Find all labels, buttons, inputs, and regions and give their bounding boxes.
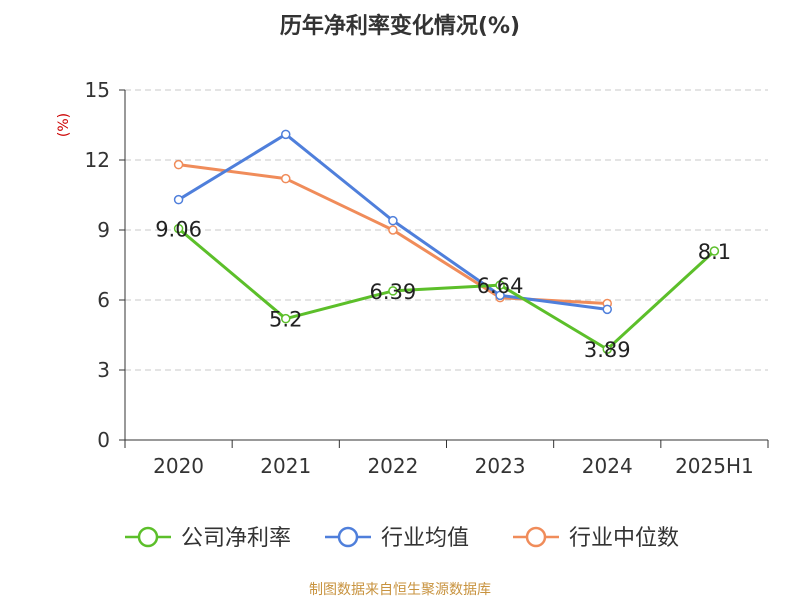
data-point[interactable] xyxy=(173,194,184,205)
data-label: 9.06 xyxy=(155,218,202,242)
y-tick-label: 6 xyxy=(97,288,110,312)
x-tick-label: 2025H1 xyxy=(675,454,754,478)
chart-title: 历年净利率变化情况(%) xyxy=(280,13,520,39)
data-point[interactable] xyxy=(495,290,505,301)
legend-marker xyxy=(137,526,159,548)
data-point[interactable] xyxy=(602,304,612,315)
data-label: 3.89 xyxy=(584,338,631,362)
grid-lines xyxy=(125,89,768,371)
data-point[interactable] xyxy=(602,344,612,354)
x-tick-label: 2021 xyxy=(260,454,311,478)
data-point[interactable] xyxy=(388,215,398,226)
data-label: 6.64 xyxy=(477,274,524,298)
y-tick-label: 0 xyxy=(97,428,110,452)
axes: 0 3 6 9 12 15 2020 2021 2022 2023 2024 2025H1 xyxy=(85,78,769,478)
series-2 xyxy=(173,129,612,315)
y-tick-label: 3 xyxy=(97,358,110,382)
data-point[interactable] xyxy=(709,246,720,256)
data-point[interactable] xyxy=(281,173,291,184)
data-point[interactable] xyxy=(173,159,184,170)
series-1 xyxy=(173,223,720,354)
x-tick-label: 2023 xyxy=(475,454,526,478)
y-tick-label: 12 xyxy=(85,148,110,172)
legend-label: 行业中位数 xyxy=(569,526,679,551)
x-tick-label: 2022 xyxy=(367,454,418,478)
data-point[interactable] xyxy=(388,225,398,235)
data-point[interactable] xyxy=(281,129,291,140)
legend-item[interactable]: 公司净利率 xyxy=(125,526,291,551)
x-tick-label: 2020 xyxy=(153,454,204,478)
series-layer xyxy=(173,129,720,354)
data-point[interactable] xyxy=(388,286,398,296)
source-note: 制图数据来自恒生聚源数据库 xyxy=(309,582,491,598)
data-labels: 9.06 5.2 6.39 6.64 3.89 8.1 xyxy=(155,218,731,363)
y-tick-label: 15 xyxy=(85,78,110,102)
data-point[interactable] xyxy=(281,313,291,324)
data-label: 6.39 xyxy=(370,280,417,304)
data-label: 8.1 xyxy=(698,240,731,264)
legend-marker xyxy=(525,526,547,548)
legend-marker xyxy=(337,526,359,548)
data-point[interactable] xyxy=(495,280,505,290)
legend-label: 公司净利率 xyxy=(181,526,291,551)
legend-label: 行业均值 xyxy=(381,526,469,551)
legend-item[interactable]: 行业中位数 xyxy=(513,526,679,551)
x-tick-label: 2024 xyxy=(582,454,633,478)
data-point[interactable] xyxy=(173,223,184,234)
legend[interactable]: 公司净利率 行业均值 行业中位数 xyxy=(125,526,679,551)
y-tick-label: 9 xyxy=(97,218,110,242)
y-axis-unit-label: (%) xyxy=(56,113,72,137)
series-line xyxy=(177,227,716,351)
legend-item[interactable]: 行业均值 xyxy=(325,526,469,551)
data-label: 5.2 xyxy=(269,308,302,332)
